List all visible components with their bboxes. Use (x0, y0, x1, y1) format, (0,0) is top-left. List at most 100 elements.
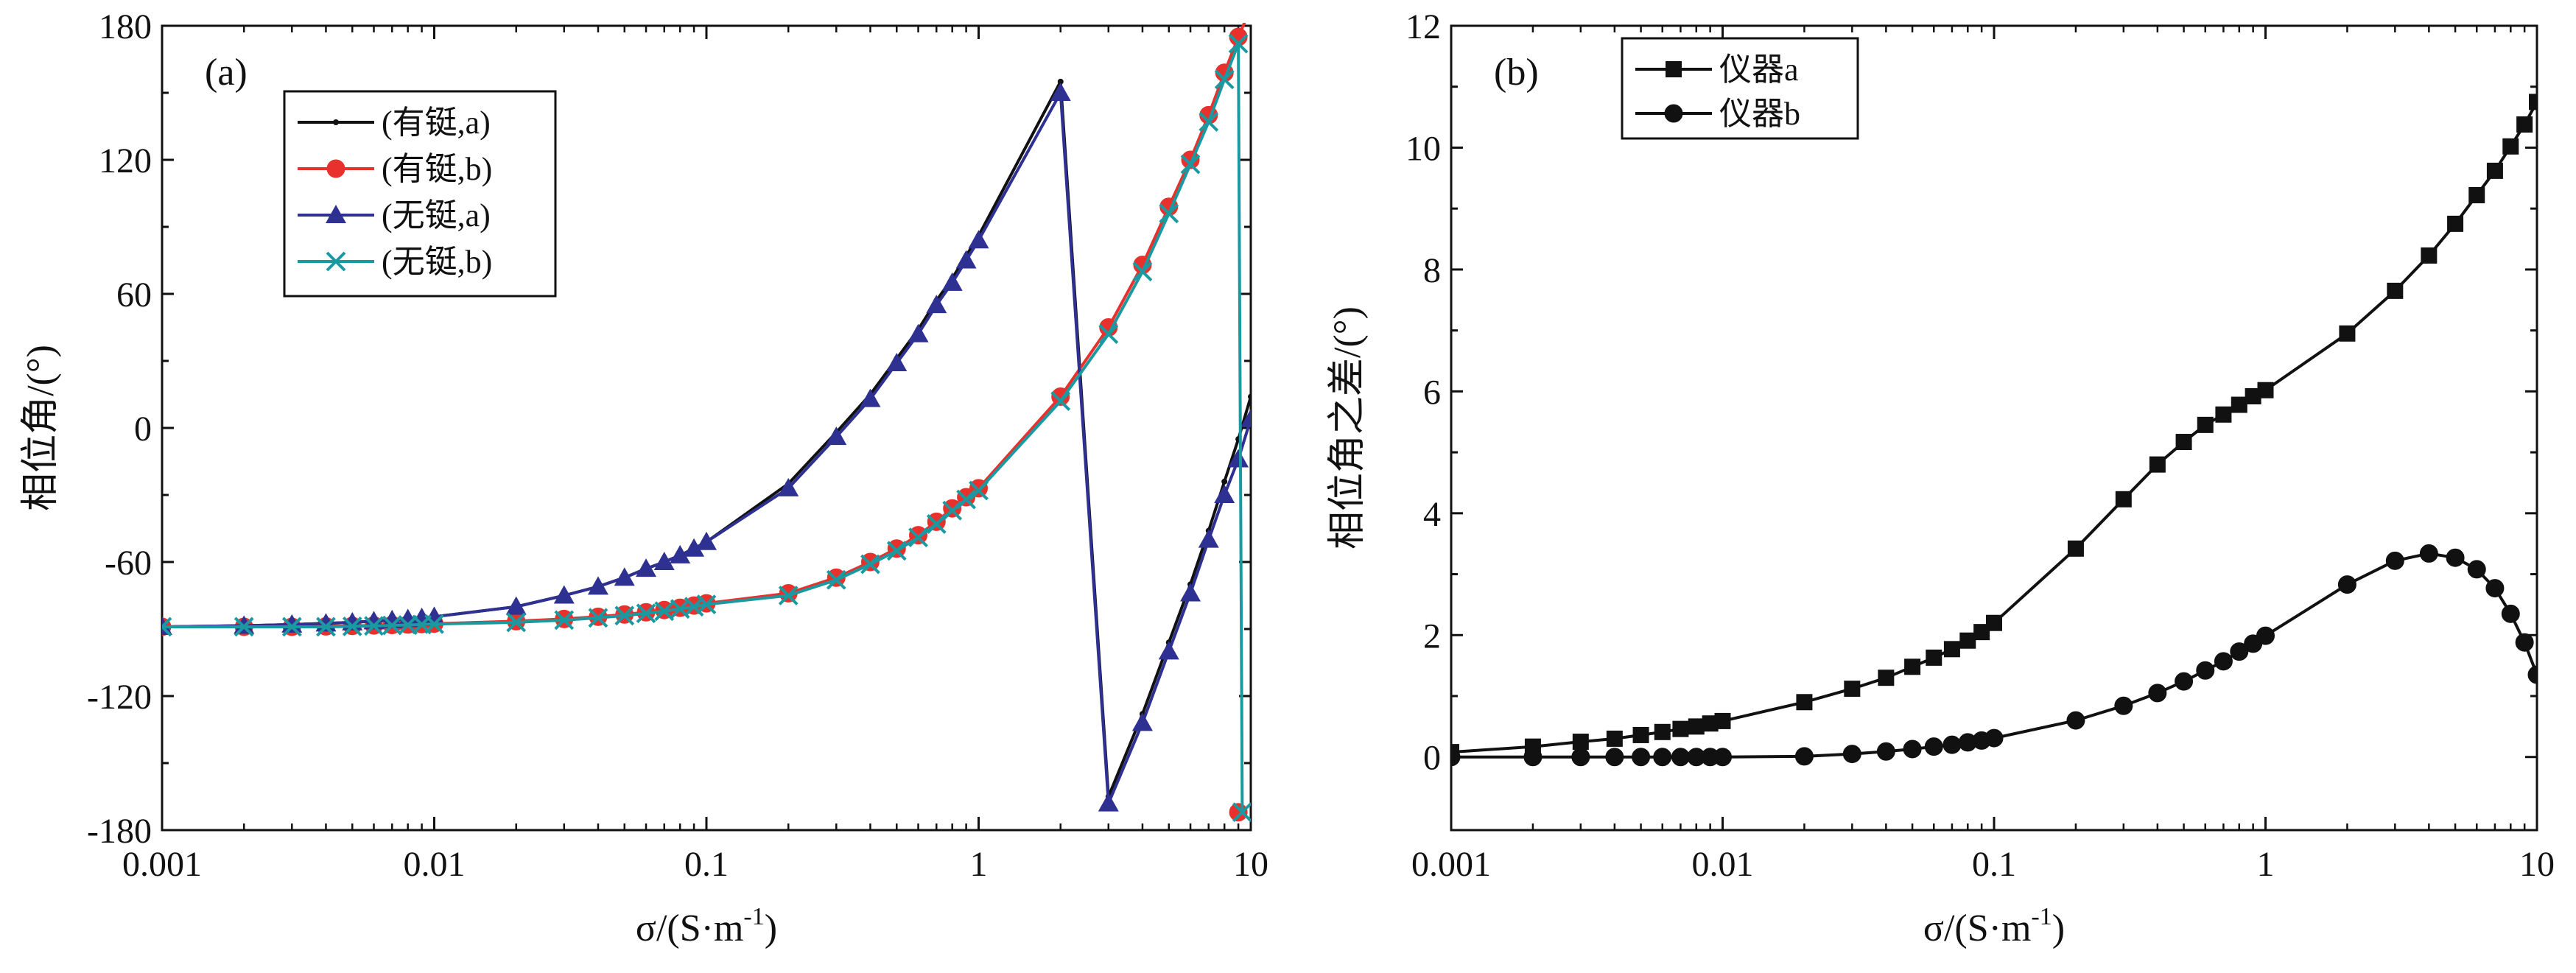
panel-b-xtick-label: 1 (2257, 845, 2275, 884)
panel-b-series-0-point-12 (1878, 670, 1895, 686)
panel-b-ytick-label: 12 (1405, 7, 1441, 46)
panel-a-series-3-point-0-stroke-2 (162, 617, 172, 629)
panel-b-series-1-point-11 (1842, 745, 1861, 764)
panel-a-series-3-point-6 (382, 615, 402, 636)
panel-a-series-2-point-20 (826, 426, 847, 446)
panel-a-series-3-point-31-stroke-2 (1159, 203, 1179, 224)
panel-a-series-2-point-15 (653, 552, 675, 570)
panel-b-series-0-point-6 (1672, 720, 1689, 737)
panel-a-series-2-point-16 (670, 544, 691, 563)
panel-a-ylabel: 相位角/(°) (20, 345, 62, 511)
panel-a-series-3-point-25 (942, 500, 963, 521)
panel-b-series-1-point-3 (1605, 748, 1624, 767)
panel-a-series-3-line-0 (162, 43, 1240, 628)
panel-a-series-3-point-22-stroke-2 (886, 541, 907, 561)
panel-b-frame (1450, 24, 2538, 832)
panel-b-legend-label-0: 仪器a (1719, 52, 1799, 88)
panel-a-ytick-label: 0 (134, 410, 152, 449)
panel-b-series-0-point-21 (2149, 456, 2166, 473)
panel-b-series-0-point-16 (1959, 632, 1976, 649)
panel-a-series-3-point-1-stroke-2 (234, 617, 254, 637)
panel-a-series-3-point-10-stroke-2 (506, 612, 527, 633)
panel-a-series-2-point-6 (382, 609, 403, 628)
panel-a-series-3-point-4-stroke-2 (342, 616, 362, 636)
panel-b-series-0-point-34 (2502, 138, 2519, 155)
panel-a-series-2-point-17 (684, 538, 705, 557)
panel-a-series-3-line-1 (1237, 43, 1244, 812)
panel-b-series-0-point-14 (1926, 649, 1942, 666)
panel-a-series-3-point-11-stroke-2 (554, 610, 575, 630)
panel-a-series-2-point-14 (636, 558, 657, 577)
panel-a-series-1-point-28 (1051, 387, 1070, 407)
panel-a-series-3-point-22 (886, 541, 907, 561)
panel-b-ytick-label: 2 (1423, 617, 1441, 656)
panel-b-series-0-point-36 (2529, 94, 2537, 110)
panel-b-series-1-point-4 (1632, 748, 1651, 767)
panel-b-series-1 (1451, 544, 2537, 767)
panel-a-series-2-point-19 (778, 477, 799, 496)
panel-a-series-3-point-7-stroke-2 (398, 615, 418, 635)
panel-a-series-3-point-34-stroke-2 (1214, 69, 1235, 90)
panel-b-series-1-point-1 (1523, 748, 1543, 767)
panel-a-series-3-point-13 (614, 605, 635, 626)
panel-a-series-0-point-5 (1221, 478, 1228, 485)
panel-a-series-3-point-12-stroke-2 (588, 608, 608, 628)
panel-b-xtick-label: 0.001 (1411, 845, 1491, 884)
panel-b-series-0-point-7 (1688, 718, 1705, 735)
panel-a-panel-label: (a) (205, 52, 248, 94)
panel-b-series-0-point-29 (2387, 282, 2404, 299)
panel-a-series-3-point-24-stroke-2 (926, 514, 947, 534)
panel-a-ytick-label: -180 (87, 812, 152, 851)
panel-a-series-3-point-35 (1228, 33, 1249, 54)
panel-a-legend-label-2: (无铤,a) (382, 197, 491, 233)
panel-b-series-1-point-12 (1876, 742, 1895, 761)
panel-a-series-2-point-1 (234, 615, 255, 634)
panel-a-xlabel-sup: -1 (743, 903, 764, 930)
panel-a-series-3-point-14 (636, 603, 656, 624)
panel-a-ytick-label: -120 (87, 678, 152, 717)
panel-b-series-1-point-28 (2337, 575, 2356, 594)
panel-a-series-2-point-13 (614, 567, 635, 586)
panel-a-plot-area (162, 23, 1251, 823)
panel-b-series-0-point-10 (1796, 694, 1813, 711)
panel-a-series-3-point-28-stroke-2 (1050, 391, 1071, 412)
panel-a-legend-marker-0 (333, 119, 339, 125)
panel-a-series-2 (162, 82, 1251, 812)
panel-b-ytick-label: 10 (1405, 129, 1441, 168)
panel-b-series-1-point-32 (2467, 560, 2486, 579)
panel-b-series-0-point-2 (1572, 734, 1589, 751)
panel-a-legend-label-0: (有铤,a) (382, 105, 491, 141)
panel-a-xtick-label: 10 (1233, 845, 1268, 884)
panel-a-xlabel-main: σ/(S·m (636, 907, 743, 949)
panel-b-series-1-point-14 (1924, 737, 1943, 756)
panel-b-xtick-label: 0.01 (1692, 845, 1754, 884)
panel-b-series-1-point-22 (2175, 672, 2194, 691)
panel-b-series-0 (1451, 94, 2537, 761)
panel-b-series-0-point-24 (2215, 406, 2232, 423)
panel-a-series-2-point-10 (505, 596, 527, 615)
panel-a-series-3-point-5-stroke-2 (364, 616, 384, 636)
panel-a-series-3-point-14-stroke-2 (636, 603, 656, 624)
panel-a-series-3-point-9 (424, 614, 444, 634)
panel-b-series-1-point-10 (1794, 747, 1814, 766)
panel-a-series-3-point-0-stroke-1 (162, 625, 172, 637)
panel-a-xtick-label: 1 (970, 845, 988, 884)
panel-a-series-3-point-20-stroke-2 (826, 569, 846, 590)
panel-b-series-0-point-25 (2231, 396, 2247, 413)
panel-b-panel-label: (b) (1494, 52, 1539, 94)
panel-b-series-0-point-22 (2175, 434, 2192, 451)
panel-a-series-2-point-22 (886, 353, 908, 372)
panel-a-series-3-point-1 (234, 617, 254, 637)
panel-a-series-3-point-2 (281, 617, 302, 637)
panel-a-series-0-line-2 (1106, 396, 1251, 798)
panel-b-series-1-point-30 (2419, 544, 2438, 563)
panel-b-ytick-label: 8 (1423, 251, 1441, 290)
panel-a-series-2-point-28 (1050, 82, 1071, 101)
panel-a-ytick-label: -60 (105, 544, 152, 583)
panel-a-legend-marker-2 (326, 205, 346, 223)
panel-a-series-3-point-15 (654, 601, 675, 622)
panel-b-plot-area (1451, 94, 2537, 767)
panel-a-series-3-point-29 (1098, 324, 1119, 345)
panel-a-series-3-point-5 (364, 616, 384, 636)
panel-a-series-3-point-18-stroke-2 (696, 594, 717, 615)
